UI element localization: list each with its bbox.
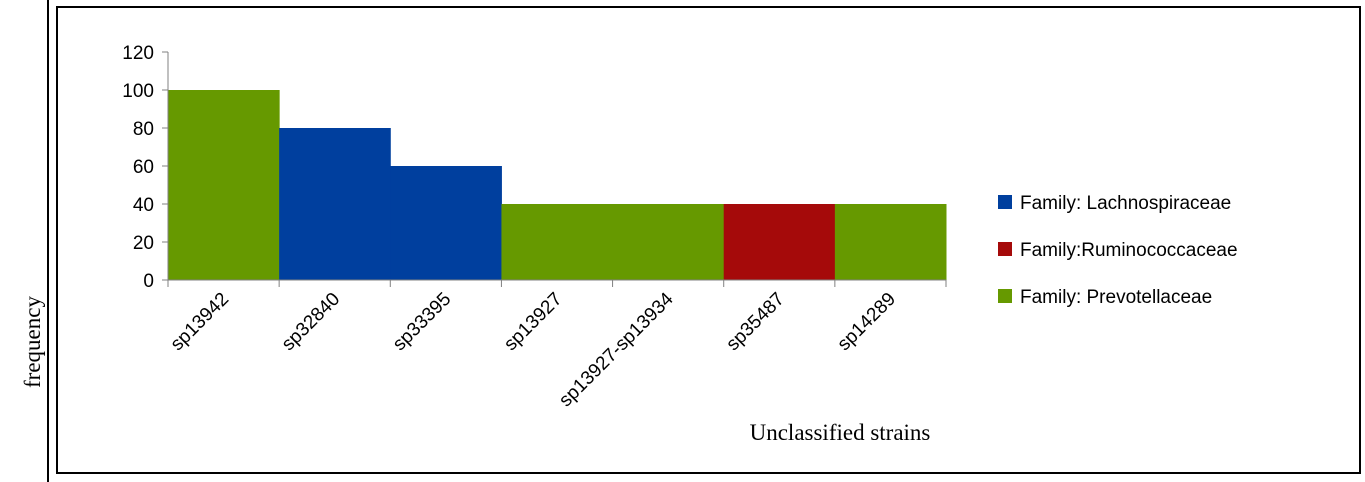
x-tick-label-sp13927: sp13927 [500,289,566,355]
bar-sp13942 [168,90,280,280]
outer-left-border [47,0,49,482]
legend-label-2: Family: Prevotellaceae [1020,287,1212,308]
legend-swatch-1 [998,242,1012,256]
x-tick-label-sp35487: sp35487 [722,289,788,355]
x-tick-label-sp32840: sp32840 [278,289,344,355]
y-tick-label-0: 0 [143,271,154,292]
chart-frame [56,6,1361,474]
x-tick-label-sp13942: sp13942 [167,289,233,355]
x-tick-label-sp33395: sp33395 [389,289,455,355]
bar-sp14289 [834,204,947,280]
bar-sp13927-sp13934 [612,204,725,280]
x-tick-label-sp14289: sp14289 [834,289,900,355]
bar-sp13927 [501,204,614,280]
legend-swatch-2 [998,289,1012,303]
x-axis-label: Unclassified strains [749,420,931,445]
legend-label-0: Family: Lachnospiraceae [1020,193,1231,214]
y-tick-label-100: 100 [122,81,154,102]
y-tick-label-120: 120 [122,43,154,64]
bar-sp33395 [390,166,502,280]
y-tick-label-20: 20 [133,233,154,254]
bar-sp35487 [723,204,836,280]
x-tick-label-sp13927-sp13934: sp13927-sp13934 [555,288,678,411]
legend-label-1: Family:Ruminococcaceae [1020,240,1238,261]
y-tick-label-80: 80 [133,119,154,140]
bar-sp32840 [279,128,391,280]
y-tick-label-60: 60 [133,157,154,178]
y-tick-label-40: 40 [133,195,154,216]
legend-swatch-0 [998,195,1012,209]
